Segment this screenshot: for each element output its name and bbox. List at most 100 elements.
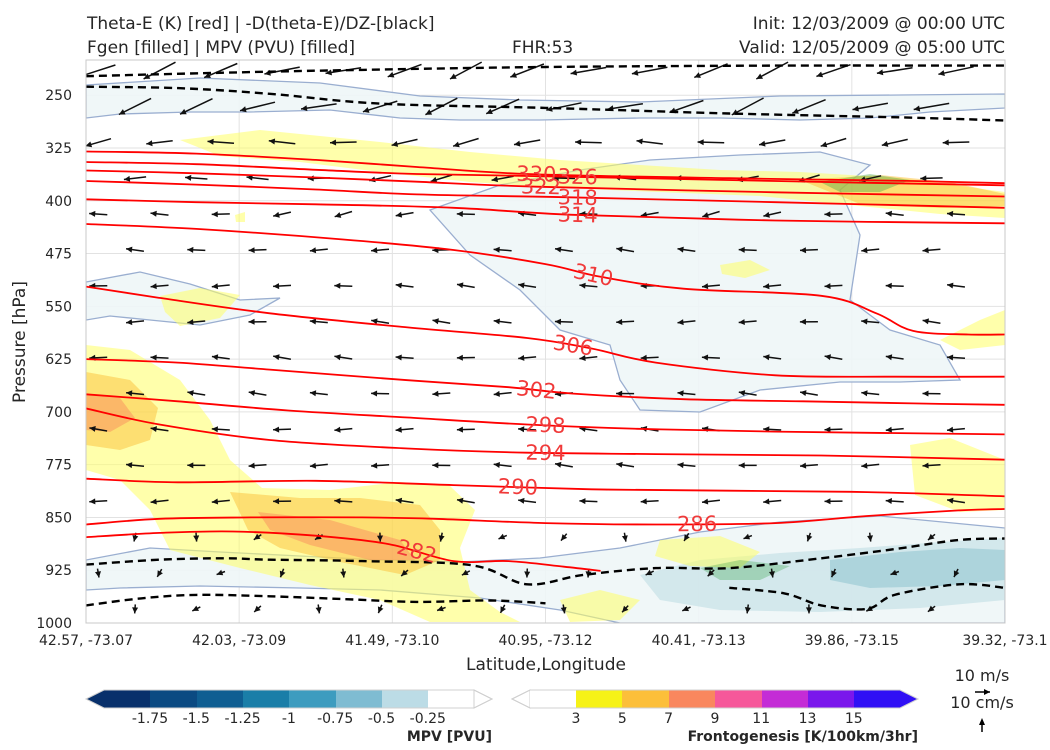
wind-vector-head xyxy=(852,105,859,112)
mpv-colorbar-ticks: -1.75 -1.5 -1.25 -1 -0.75 -0.5 -0.25 xyxy=(132,711,446,727)
mpv-colorbar-segment xyxy=(197,690,243,708)
wind-vector xyxy=(607,102,644,110)
mpv-tick-label: -1.5 xyxy=(183,711,210,727)
x-tick-label: 42.57, -73.07 xyxy=(39,633,133,649)
wind-vector-head xyxy=(334,354,341,361)
wind-vector-head xyxy=(192,605,199,611)
wind-vector xyxy=(694,63,728,79)
theta-e-label: 318 xyxy=(557,185,598,210)
wind-vector-head xyxy=(89,426,96,432)
theta-e-contours xyxy=(86,150,1005,572)
wind-vector-head xyxy=(279,570,286,578)
wind-vector-head xyxy=(744,607,751,614)
wind-vector-head xyxy=(334,426,341,433)
title-line-1: Theta-E (K) [red] | -D(theta-E)/DZ-[blac… xyxy=(87,14,435,34)
wind-vector-head xyxy=(555,461,562,468)
wind-vector-head xyxy=(240,106,247,113)
wind-vector-head xyxy=(510,72,517,78)
ddz-contour xyxy=(729,582,1005,611)
wind-vector-head xyxy=(738,390,746,396)
fgen-7-region xyxy=(258,512,415,560)
wind-vector-head xyxy=(461,569,469,576)
mpv-tick-label: -1.75 xyxy=(132,711,168,727)
wind-vector-head xyxy=(885,354,893,361)
fgen-5-region xyxy=(230,492,440,575)
wind-vector-head xyxy=(518,426,525,433)
wind-vector-head xyxy=(89,210,96,217)
wind-vector-head xyxy=(922,318,929,325)
theta-e-label: 326 xyxy=(557,164,598,189)
wind-vector-head xyxy=(927,605,935,612)
wind-vector-head xyxy=(493,390,500,397)
theta-e-contour xyxy=(86,285,1005,378)
wind-vector-head xyxy=(340,571,347,578)
wind-vector-head xyxy=(126,319,133,326)
wind-vector-head xyxy=(928,533,935,540)
wind-vector-head xyxy=(560,607,567,614)
wind-vector-head xyxy=(824,498,831,505)
y-axis-ticks: 250 325 400 475 550 625 700 775 850 925 1000 xyxy=(36,88,72,632)
wind-vector-head xyxy=(616,246,623,253)
theta-e-contour xyxy=(86,393,1005,436)
mpv-colorbar-segment xyxy=(150,690,197,708)
wind-vector-head xyxy=(150,283,157,290)
wind-vector-head xyxy=(707,569,715,577)
x-tick-label: 40.95, -73.12 xyxy=(498,633,592,649)
wind-vector-head xyxy=(799,318,806,325)
wind-vector-head xyxy=(309,318,317,325)
wind-vector-head xyxy=(453,141,460,148)
fgen-tick-label: 9 xyxy=(710,711,719,727)
wind-vector-head xyxy=(913,105,921,112)
theta-e-contour xyxy=(86,198,1005,225)
wind-vector-head xyxy=(211,426,218,433)
wind-vector-head xyxy=(800,390,807,396)
fgen-tick-label: 13 xyxy=(799,711,817,727)
wind-vector-head xyxy=(885,426,892,433)
wind-vector-head xyxy=(193,535,200,542)
wind-vector-head xyxy=(677,462,684,469)
wind-vector-head xyxy=(395,211,403,218)
wind-vector-head xyxy=(248,462,255,469)
wind-vector-head xyxy=(763,354,770,361)
wind-vector-head xyxy=(922,390,929,397)
wind-vector-head xyxy=(518,282,525,289)
wind-key-vertical-arrowhead xyxy=(979,718,985,725)
wind-vector-head xyxy=(500,606,506,613)
wind-vector-head xyxy=(575,139,582,146)
wind-vector-head xyxy=(86,141,93,148)
wind-vector-head xyxy=(636,138,643,145)
wind-vector-head xyxy=(143,73,151,79)
fgen-tick-label: 5 xyxy=(618,711,627,727)
mpv-colorbar-segment xyxy=(336,690,382,708)
wind-vector-head xyxy=(756,73,763,79)
y-tick-label: 775 xyxy=(45,458,72,474)
wind-vector-head xyxy=(187,319,194,325)
wind-vector-head xyxy=(456,426,463,433)
wind-vector-head xyxy=(150,426,157,432)
wind-vector-head xyxy=(824,354,831,361)
fgen-colorbar-extend-arrow xyxy=(900,690,918,708)
forecast-hour: FHR:53 xyxy=(512,38,574,58)
init-time: Init: 12/03/2009 @ 00:00 UTC xyxy=(752,14,1005,34)
wind-vector-head xyxy=(371,390,378,397)
wind-vector-head xyxy=(95,571,101,578)
wind-vector-head xyxy=(334,498,341,504)
wind-vector-head xyxy=(430,176,438,183)
wind-vector-head xyxy=(861,390,868,397)
wind-vector-head xyxy=(824,211,831,218)
wind-vector-head xyxy=(820,141,828,148)
wind-vector-head xyxy=(301,105,308,112)
wind-vector-head xyxy=(947,497,954,504)
y-tick-label: 700 xyxy=(45,405,72,421)
wind-vector-head xyxy=(180,108,187,115)
wind-vector-head xyxy=(211,211,218,218)
wind-vector-head xyxy=(334,212,342,218)
wind-vector-head xyxy=(922,247,929,254)
wind-vector-head xyxy=(248,390,256,396)
fgen-colorbar-segment xyxy=(622,690,669,708)
mpv-colorbar-segment xyxy=(289,690,336,708)
plot-frame xyxy=(85,59,1006,624)
y-tick-label: 400 xyxy=(45,194,72,210)
wind-vector-head xyxy=(395,426,402,433)
